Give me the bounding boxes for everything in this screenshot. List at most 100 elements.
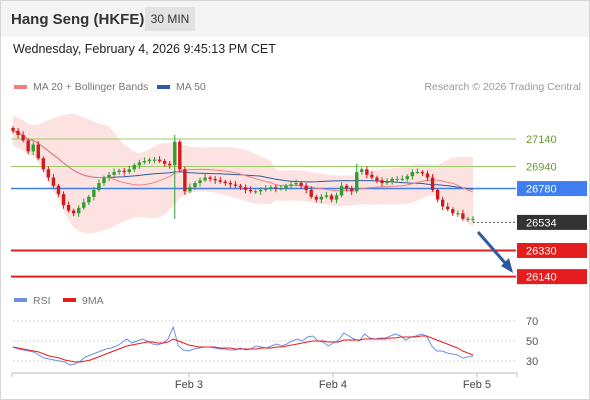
candle-body bbox=[92, 189, 96, 197]
candle-body bbox=[178, 141, 182, 170]
candle-body bbox=[157, 159, 162, 162]
ma20-label: MA 20 + Bollinger Bands bbox=[33, 81, 149, 93]
candle-body bbox=[51, 177, 56, 186]
candle-body bbox=[168, 163, 172, 166]
candle-body bbox=[324, 195, 329, 197]
candle-body bbox=[152, 159, 157, 161]
candle-body bbox=[258, 189, 263, 192]
rsi-ma-swatch bbox=[63, 298, 76, 302]
candle-body bbox=[309, 189, 313, 197]
candle-body bbox=[329, 195, 334, 200]
x-tick-label: Feb 5 bbox=[463, 379, 491, 391]
candle-body bbox=[360, 169, 364, 173]
level-tag-26780 bbox=[517, 181, 587, 197]
candle-body bbox=[218, 180, 222, 182]
rsi-swatch bbox=[14, 298, 27, 302]
candle-body bbox=[284, 185, 288, 189]
candle-body bbox=[87, 196, 91, 203]
level-label-26940: 26940 bbox=[526, 162, 557, 174]
candle-body bbox=[82, 202, 86, 208]
candle-body bbox=[122, 170, 126, 173]
candle-body bbox=[456, 213, 460, 215]
level-label-26780: 26780 bbox=[526, 184, 557, 196]
candle-body bbox=[61, 194, 66, 206]
candle-body bbox=[294, 183, 298, 185]
candle-body bbox=[11, 128, 15, 131]
candle-body bbox=[274, 187, 278, 189]
level-label-27140: 27140 bbox=[526, 134, 557, 146]
candle-body bbox=[461, 213, 465, 219]
candle-body bbox=[339, 185, 344, 196]
candle-body bbox=[208, 177, 212, 179]
ma20-line bbox=[12, 130, 474, 193]
candle-body bbox=[21, 134, 25, 141]
level-label-26330: 26330 bbox=[526, 245, 557, 257]
candle-body bbox=[173, 141, 177, 166]
candle-body bbox=[198, 180, 202, 184]
candle-body bbox=[147, 159, 152, 162]
candle-body bbox=[415, 172, 420, 174]
copyright-text: Research © 2026 Trading Central bbox=[424, 81, 581, 93]
candle-body bbox=[117, 170, 121, 173]
candle-body bbox=[142, 161, 147, 163]
timeframe-button[interactable]: 30 MIN bbox=[145, 7, 195, 31]
candle-body bbox=[319, 196, 324, 200]
forecast-arrow-head bbox=[501, 258, 513, 273]
candle-body bbox=[36, 144, 40, 159]
candle-body bbox=[380, 180, 384, 184]
candle-body bbox=[405, 176, 409, 179]
candle-body bbox=[183, 169, 187, 192]
candle-body bbox=[16, 130, 20, 135]
candle-body bbox=[299, 183, 303, 186]
ma50-label: MA 50 bbox=[176, 81, 206, 93]
candle-body bbox=[203, 177, 207, 181]
rsi-ma-legend-label: 9MA bbox=[82, 295, 104, 307]
candle-body bbox=[420, 172, 425, 174]
candle-body bbox=[71, 210, 76, 214]
level-label-26140: 26140 bbox=[526, 272, 557, 284]
candle-body bbox=[243, 187, 248, 190]
candle-body bbox=[365, 169, 369, 175]
candle-body bbox=[304, 185, 308, 190]
candle-body bbox=[248, 189, 253, 192]
x-tick-label: Feb 4 bbox=[319, 379, 347, 391]
candle-body bbox=[435, 189, 440, 200]
candle-body bbox=[112, 172, 116, 175]
rsi-ma-line bbox=[12, 335, 474, 363]
candles bbox=[11, 126, 475, 223]
candle-body bbox=[349, 188, 354, 192]
rsi-line bbox=[12, 325, 474, 366]
candle-body bbox=[446, 206, 450, 210]
candle-body bbox=[400, 178, 404, 180]
candle-body bbox=[269, 187, 273, 189]
rsi-tick-50: 50 bbox=[526, 336, 538, 348]
level-tag-26140 bbox=[517, 269, 587, 285]
x-tick-label: Feb 3 bbox=[175, 379, 203, 391]
rsi-tick-30: 30 bbox=[526, 356, 538, 368]
candle-body bbox=[46, 169, 51, 178]
candle-body bbox=[466, 218, 470, 220]
level-tag-26330 bbox=[517, 242, 587, 258]
candle-body bbox=[289, 184, 293, 186]
candle-body bbox=[213, 178, 217, 181]
candle-body bbox=[279, 188, 283, 190]
candle-body bbox=[390, 178, 394, 182]
candle-body bbox=[56, 185, 61, 195]
candle-body bbox=[264, 188, 268, 190]
candle-body bbox=[41, 158, 46, 170]
candle-body bbox=[395, 178, 399, 180]
candle-body bbox=[66, 205, 71, 211]
timestamp: Wednesday, February 4, 2026 9:45:13 PM C… bbox=[13, 42, 276, 56]
rsi-legend-label: RSI bbox=[33, 295, 51, 307]
candle-body bbox=[451, 209, 455, 214]
candle-body bbox=[132, 165, 137, 170]
forecast-arrow-line bbox=[476, 231, 508, 265]
legend-ma20: MA 20 + Bollinger Bands bbox=[14, 81, 148, 93]
candle-body bbox=[223, 181, 228, 184]
candle-body bbox=[425, 173, 430, 178]
candle-body bbox=[238, 185, 243, 188]
candle-body bbox=[471, 218, 475, 220]
candle-body bbox=[440, 199, 445, 207]
